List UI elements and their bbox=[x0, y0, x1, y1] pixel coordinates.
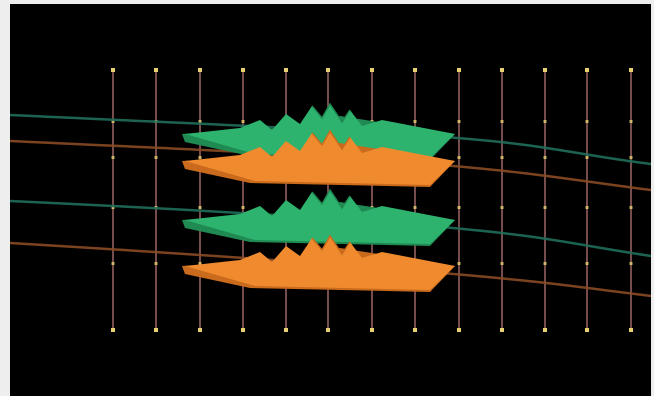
pole-tick bbox=[500, 262, 504, 265]
pole-top-marker bbox=[154, 68, 158, 72]
pole-bottom-marker bbox=[326, 328, 330, 332]
pole-tick bbox=[198, 120, 202, 123]
pole-bottom-marker bbox=[500, 328, 504, 332]
pole-top-marker bbox=[284, 68, 288, 72]
pole-tick bbox=[543, 206, 547, 209]
viewer-frame bbox=[10, 4, 651, 396]
pole-tick bbox=[198, 262, 202, 265]
pole-bottom-marker bbox=[585, 328, 589, 332]
pole-tick bbox=[154, 156, 158, 159]
surface-orange-upper-ridge-edge bbox=[311, 129, 351, 151]
pole-tick bbox=[500, 206, 504, 209]
pole-bottom-marker bbox=[413, 328, 417, 332]
pole-tick bbox=[457, 262, 461, 265]
surface-orange-lower bbox=[182, 234, 455, 292]
pole-tick bbox=[543, 156, 547, 159]
pole-top-marker bbox=[241, 68, 245, 72]
pole-bottom-marker bbox=[284, 328, 288, 332]
pole-tick bbox=[241, 206, 245, 209]
pole-tick bbox=[198, 206, 202, 209]
pole-top-marker bbox=[326, 68, 330, 72]
pole-tick bbox=[413, 120, 417, 123]
surface-green-lower-top bbox=[185, 190, 455, 244]
pole-bottom-marker bbox=[198, 328, 202, 332]
pole-tick bbox=[241, 120, 245, 123]
pole-tick bbox=[629, 206, 633, 209]
pole-tick bbox=[413, 206, 417, 209]
pole-tick bbox=[111, 120, 115, 123]
pole-top-marker bbox=[500, 68, 504, 72]
pole-tick bbox=[629, 120, 633, 123]
surface-green-lower bbox=[182, 188, 455, 246]
surface-orange-lower-ridge-edge bbox=[311, 234, 351, 256]
pole-tick bbox=[111, 262, 115, 265]
pole-bottom-marker bbox=[370, 328, 374, 332]
pole-tick bbox=[585, 206, 589, 209]
surface-layers bbox=[182, 102, 455, 292]
3d-scene[interactable] bbox=[10, 4, 651, 396]
pole-top-marker bbox=[370, 68, 374, 72]
pole-tick bbox=[585, 156, 589, 159]
pole-top-marker bbox=[198, 68, 202, 72]
surface-green-upper-ridge-edge bbox=[311, 102, 351, 124]
pole-tick bbox=[585, 120, 589, 123]
surface-green-upper-top bbox=[185, 104, 455, 158]
pole-tick bbox=[500, 120, 504, 123]
pole-bottom-marker bbox=[457, 328, 461, 332]
pole-tick bbox=[457, 120, 461, 123]
pole-tick bbox=[543, 120, 547, 123]
pole-bottom-marker bbox=[154, 328, 158, 332]
pole-tick bbox=[154, 262, 158, 265]
pole-top-marker bbox=[457, 68, 461, 72]
pole-tick bbox=[111, 156, 115, 159]
pole-tick bbox=[111, 206, 115, 209]
pole-bottom-marker bbox=[543, 328, 547, 332]
pole-top-marker bbox=[111, 68, 115, 72]
pole-top-marker bbox=[585, 68, 589, 72]
surface-green-lower-ridge-edge bbox=[311, 188, 351, 210]
pole-top-marker bbox=[543, 68, 547, 72]
pole-tick bbox=[543, 262, 547, 265]
pole-tick bbox=[457, 156, 461, 159]
pole-tick bbox=[629, 262, 633, 265]
pole-bottom-marker bbox=[629, 328, 633, 332]
pole-tick bbox=[198, 156, 202, 159]
pole-tick bbox=[585, 262, 589, 265]
pole-top-marker bbox=[629, 68, 633, 72]
pole-bottom-marker bbox=[241, 328, 245, 332]
pole-bottom-marker bbox=[111, 328, 115, 332]
pole-tick bbox=[457, 206, 461, 209]
pole-tick bbox=[500, 156, 504, 159]
surface-orange-upper bbox=[182, 129, 455, 187]
surface-orange-lower-top bbox=[185, 236, 455, 290]
surface-orange-upper-top bbox=[185, 131, 455, 185]
pole-top-marker bbox=[413, 68, 417, 72]
pole-tick bbox=[629, 156, 633, 159]
